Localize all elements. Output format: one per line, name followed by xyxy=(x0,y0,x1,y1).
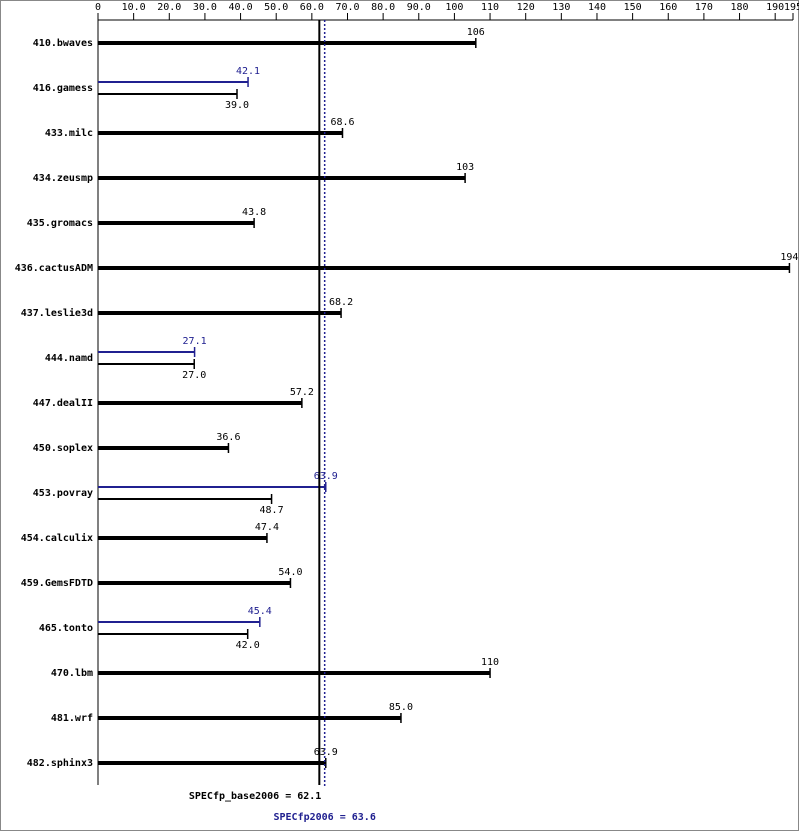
x-tick-label: 20.0 xyxy=(157,2,181,13)
value-label: 194 xyxy=(780,252,798,263)
x-tick-label: 40.0 xyxy=(229,2,253,13)
value-label: 48.7 xyxy=(260,505,284,516)
x-tick-label: 160 xyxy=(659,2,677,13)
category-label: 444.namd xyxy=(45,353,93,364)
category-label: 482.sphinx3 xyxy=(27,757,93,769)
x-tick-label: 80.0 xyxy=(371,2,395,13)
value-label: 42.0 xyxy=(236,640,260,651)
category-label: 481.wrf xyxy=(51,713,93,724)
category-label: 410.bwaves xyxy=(33,38,93,49)
value-label: 47.4 xyxy=(255,522,279,533)
value-label: 57.2 xyxy=(290,387,314,398)
x-tick-label: 110 xyxy=(481,2,499,13)
x-tick-label: 30.0 xyxy=(193,2,217,13)
value-label: 63.9 xyxy=(314,747,338,758)
category-label: 436.cactusADM xyxy=(15,263,93,274)
category-label: 433.milc xyxy=(45,127,93,139)
x-tick-label: 120 xyxy=(517,2,535,13)
value-label: 27.0 xyxy=(182,370,206,381)
x-tick-label: 140 xyxy=(588,2,606,13)
category-label: 450.soplex xyxy=(33,443,93,454)
x-tick-label: 50.0 xyxy=(264,2,288,13)
x-tick-label: 195 xyxy=(784,2,799,13)
x-tick-label: 190 xyxy=(766,2,784,13)
value-label: 68.6 xyxy=(330,117,354,128)
category-label: 453.povray xyxy=(33,488,93,499)
x-tick-label: 130 xyxy=(552,2,570,13)
value-label: 106 xyxy=(467,27,485,38)
value-label: 43.8 xyxy=(242,207,266,218)
x-tick-label: 70.0 xyxy=(335,2,359,13)
category-label: 459.GemsFDTD xyxy=(21,578,93,589)
category-label: 435.gromacs xyxy=(27,218,93,229)
x-tick-label: 170 xyxy=(695,2,713,13)
value-label: 110 xyxy=(481,657,499,668)
value-label: 39.0 xyxy=(225,100,249,111)
category-label: 470.lbm xyxy=(51,668,93,679)
value-label: 36.6 xyxy=(216,432,240,443)
x-tick-label: 0 xyxy=(95,2,101,13)
value-label: 54.0 xyxy=(278,567,302,578)
category-label: 416.gamess xyxy=(33,83,93,94)
value-label: 27.1 xyxy=(183,336,207,347)
category-label: 465.tonto xyxy=(39,623,93,634)
value-label: 42.1 xyxy=(236,66,260,77)
value-label: 45.4 xyxy=(248,606,272,617)
x-tick-label: 180 xyxy=(731,2,749,13)
category-label: 454.calculix xyxy=(21,532,93,544)
x-tick-label: 100 xyxy=(445,2,463,13)
x-tick-label: 60.0 xyxy=(300,2,324,13)
value-label: 85.0 xyxy=(389,702,413,713)
category-label: 437.leslie3d xyxy=(21,307,93,319)
category-label: 434.zeusmp xyxy=(33,173,93,184)
reference-label: SPECfp_base2006 = 62.1 xyxy=(189,791,321,802)
x-tick-label: 150 xyxy=(624,2,642,13)
value-label: 63.9 xyxy=(314,471,338,482)
value-label: 68.2 xyxy=(329,297,353,308)
x-tick-label: 10.0 xyxy=(122,2,146,13)
x-tick-label: 90.0 xyxy=(407,2,431,13)
category-label: 447.dealII xyxy=(33,398,93,409)
reference-label: SPECfp2006 = 63.6 xyxy=(273,812,375,823)
value-label: 103 xyxy=(456,162,474,173)
